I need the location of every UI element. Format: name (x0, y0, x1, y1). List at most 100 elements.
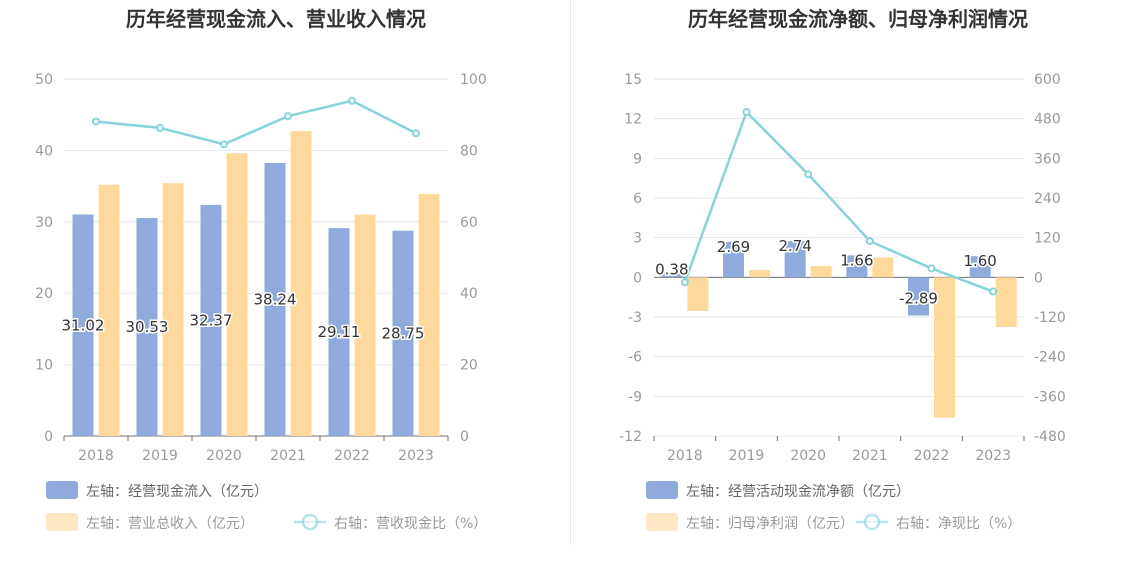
bar-series-2 (687, 277, 709, 312)
y-left-tick-label: -9 (628, 389, 642, 405)
legend-swatch-bar-2 (646, 513, 678, 531)
data-label: 2.74 (778, 237, 811, 255)
bar-series-2 (872, 257, 894, 278)
legend-label: 左轴：经营现金流入（亿元） (86, 484, 268, 500)
data-label: 0.38 (655, 260, 688, 278)
legend-label: 左轴：经营活动现金流净额（亿元） (686, 484, 910, 500)
bar-series-1 (72, 214, 94, 436)
bar-series-1 (264, 162, 286, 436)
data-label: 2.69 (717, 238, 750, 256)
line-point (680, 278, 689, 287)
bar-series-2 (749, 270, 770, 278)
y-left-tick-label: -12 (619, 429, 642, 445)
y-right-tick-label: 100 (460, 72, 487, 88)
line-point (865, 236, 874, 245)
x-tick-label: 2023 (975, 448, 1011, 464)
bar-series-2 (98, 184, 120, 436)
y-left-tick-label: 0 (633, 270, 642, 286)
bar-series-1 (136, 218, 158, 436)
y-right-tick-label: 20 (460, 358, 478, 374)
chart-net-cash-profit: 历年经营现金流净额、归母净利润情况 -12 -9 -6 -3 0 3 6 9 12 15 -480 -3… (619, 7, 1066, 532)
y-left-tick-label: 9 (633, 151, 642, 167)
y-left-tick-label: 30 (35, 215, 53, 231)
line-point (92, 117, 100, 126)
bar-series-2 (290, 131, 312, 436)
legend-label: 左轴：归母净利润（亿元） (686, 515, 854, 532)
line-point (804, 170, 813, 179)
panel-divider (570, 0, 571, 545)
line-point (348, 96, 356, 105)
line-series (683, 109, 994, 293)
bar-series-1 (908, 277, 929, 316)
y-right-tick-label: 0 (1034, 270, 1043, 286)
y-left-tick-label: 3 (633, 231, 642, 247)
x-tick-label: 2023 (398, 448, 434, 464)
x-tick-label: 2018 (667, 448, 703, 464)
y-left-tick-label: 40 (35, 143, 53, 159)
data-label: 38.24 (254, 290, 297, 308)
data-label: 31.02 (62, 316, 105, 334)
data-label: 32.37 (190, 311, 233, 329)
x-tick-label: 2020 (206, 448, 242, 464)
line-point (927, 264, 936, 273)
data-label: -2.89 (899, 289, 938, 307)
y-left-tick-label: 15 (624, 72, 642, 88)
y-right-tick-label: -240 (1034, 350, 1066, 366)
y-right-tick-label: 360 (1034, 151, 1061, 167)
y-right-tick-label: 0 (460, 429, 469, 445)
bar-series-2 (810, 266, 832, 278)
x-tick-label: 2020 (790, 448, 826, 464)
y-left-tick-label: 20 (35, 286, 53, 302)
y-right-tick-label: 240 (1034, 191, 1061, 207)
legend-label: 左轴：营业总收入（亿元） (86, 516, 254, 532)
x-tick-label: 2019 (142, 448, 178, 464)
data-label: 28.75 (382, 324, 425, 342)
y-left-tick-label: 6 (633, 191, 642, 207)
bar-series-2 (995, 277, 1017, 327)
x-tick-label: 2022 (914, 448, 950, 464)
data-label: 1.66 (840, 251, 873, 269)
legend-swatch-bar-2 (46, 513, 78, 531)
line-point (284, 112, 292, 121)
y-right-tick-label: 480 (1034, 112, 1061, 128)
bar-series-1 (846, 255, 868, 278)
line-point (156, 123, 164, 132)
y-right-tick-label: 600 (1034, 72, 1061, 88)
data-label: 30.53 (126, 318, 169, 336)
line-point (220, 140, 228, 149)
line-series (95, 99, 417, 146)
legend-label: 右轴：净现比（%） (896, 516, 1021, 532)
line-point (412, 129, 420, 138)
x-tick-label: 2022 (334, 448, 370, 464)
x-tick-label: 2021 (270, 448, 306, 464)
y-right-tick-label: -360 (1034, 389, 1066, 405)
chart-cash-inflow-revenue: 历年经营现金流入、营业收入情况 0 10 20 30 40 50 0 20 40 60 80 100 20… (35, 7, 487, 532)
x-tick-label: 2019 (729, 448, 765, 464)
chart-title: 历年经营现金流入、营业收入情况 (126, 7, 426, 31)
y-right-tick-label: -120 (1034, 310, 1066, 326)
x-tick-label: 2021 (852, 448, 888, 464)
bar-series-1 (200, 204, 222, 436)
bar-series-2 (354, 214, 376, 436)
y-left-tick-label: -6 (628, 350, 642, 366)
legend-swatch-marker (301, 513, 319, 531)
x-tick-label: 2018 (78, 448, 114, 464)
y-left-tick-label: 50 (35, 72, 53, 88)
y-right-tick-label: 60 (460, 215, 478, 231)
bar-series-2 (934, 277, 955, 418)
y-right-tick-label: 80 (460, 143, 478, 159)
data-label: 1.60 (963, 252, 996, 270)
legend-label: 右轴：营收现金比（%） (334, 516, 487, 532)
legend-swatch-bar-1 (46, 481, 78, 499)
bar-series-1 (969, 256, 991, 278)
bar-series-2 (418, 193, 440, 436)
y-left-tick-label: 10 (35, 358, 53, 374)
chart-title: 历年经营现金流净额、归母净利润情况 (688, 7, 1028, 31)
bar-series-1 (392, 230, 414, 436)
bar-series-1 (661, 272, 683, 278)
legend-swatch-bar-1 (646, 481, 678, 499)
y-right-tick-label: -480 (1034, 429, 1066, 445)
bar-series-2 (226, 153, 248, 437)
line-point (742, 108, 751, 117)
